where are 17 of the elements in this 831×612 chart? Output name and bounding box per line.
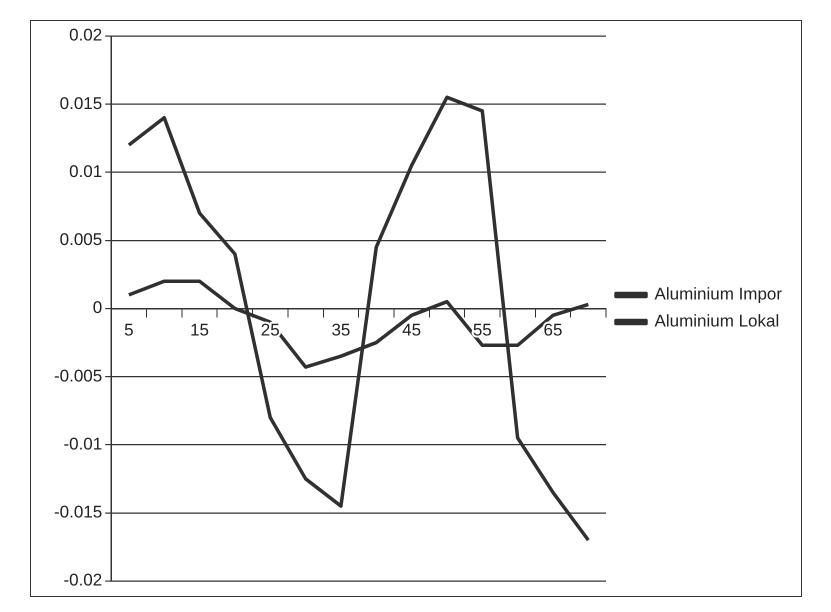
- y-tick-label: 0.02: [69, 26, 102, 45]
- x-tick-label: 15: [190, 320, 210, 340]
- x-tick-label: 65: [544, 320, 562, 340]
- y-tick-label: 0: [92, 298, 102, 318]
- y-tick-label: -0.015: [54, 502, 102, 522]
- y-tick-label: 0.015: [60, 94, 102, 113]
- y-tick-label: 0.01: [69, 162, 102, 181]
- y-tick-label: -0.02: [63, 570, 102, 590]
- x-tick-label: 45: [402, 320, 422, 340]
- legend-label: Aluminium Impor: [654, 284, 782, 304]
- x-tick-label: 55: [472, 320, 492, 340]
- legend-label: Aluminium Lokal: [654, 312, 780, 331]
- y-tick-label: 0.005: [60, 230, 102, 250]
- y-tick-label: -0.005: [54, 366, 102, 386]
- x-tick-label: 35: [331, 320, 350, 340]
- x-tick-label: 5: [124, 320, 134, 340]
- y-tick-label: -0.01: [63, 434, 102, 454]
